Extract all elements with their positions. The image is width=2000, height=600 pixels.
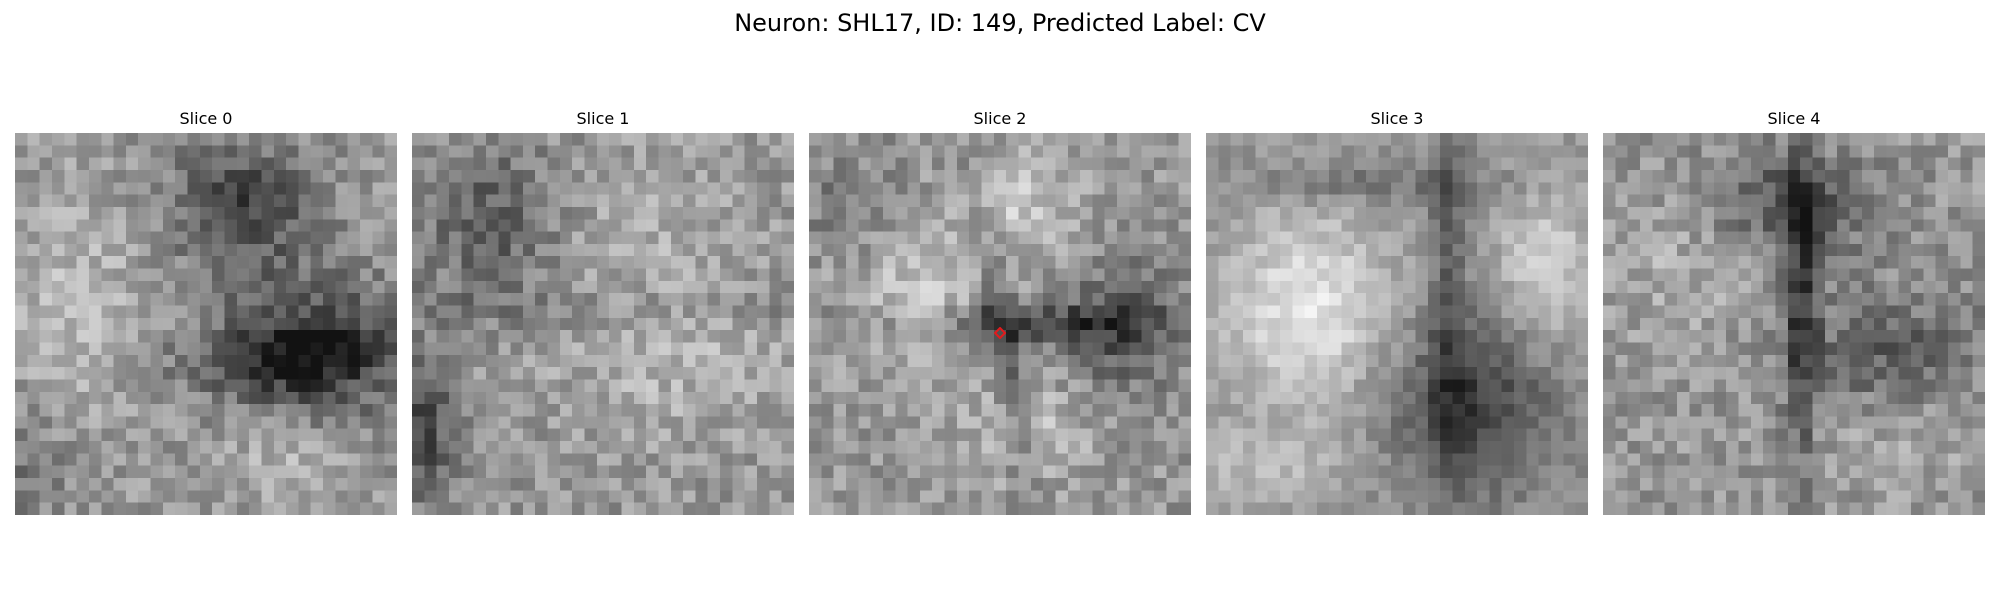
slice-panel-1: Slice 1: [412, 108, 794, 518]
slice-title: Slice 2: [973, 109, 1027, 128]
slice-panel-2: Slice 2: [809, 108, 1191, 518]
slice-title: Slice 1: [576, 109, 630, 128]
slice-image: [15, 133, 397, 515]
slice-title: Slice 4: [1767, 109, 1821, 128]
slice-image: [1206, 133, 1588, 515]
slice-image: [809, 133, 1191, 515]
slice-image: [412, 133, 794, 515]
slice-panel-4: Slice 4: [1603, 108, 1985, 518]
slice-title: Slice 0: [179, 109, 233, 128]
slice-title: Slice 3: [1370, 109, 1424, 128]
figure-title: Neuron: SHL17, ID: 149, Predicted Label:…: [734, 9, 1266, 37]
slice-panel-0: Slice 0: [15, 108, 397, 518]
slice-panel-3: Slice 3: [1206, 108, 1588, 518]
slice-image: [1603, 133, 1985, 515]
